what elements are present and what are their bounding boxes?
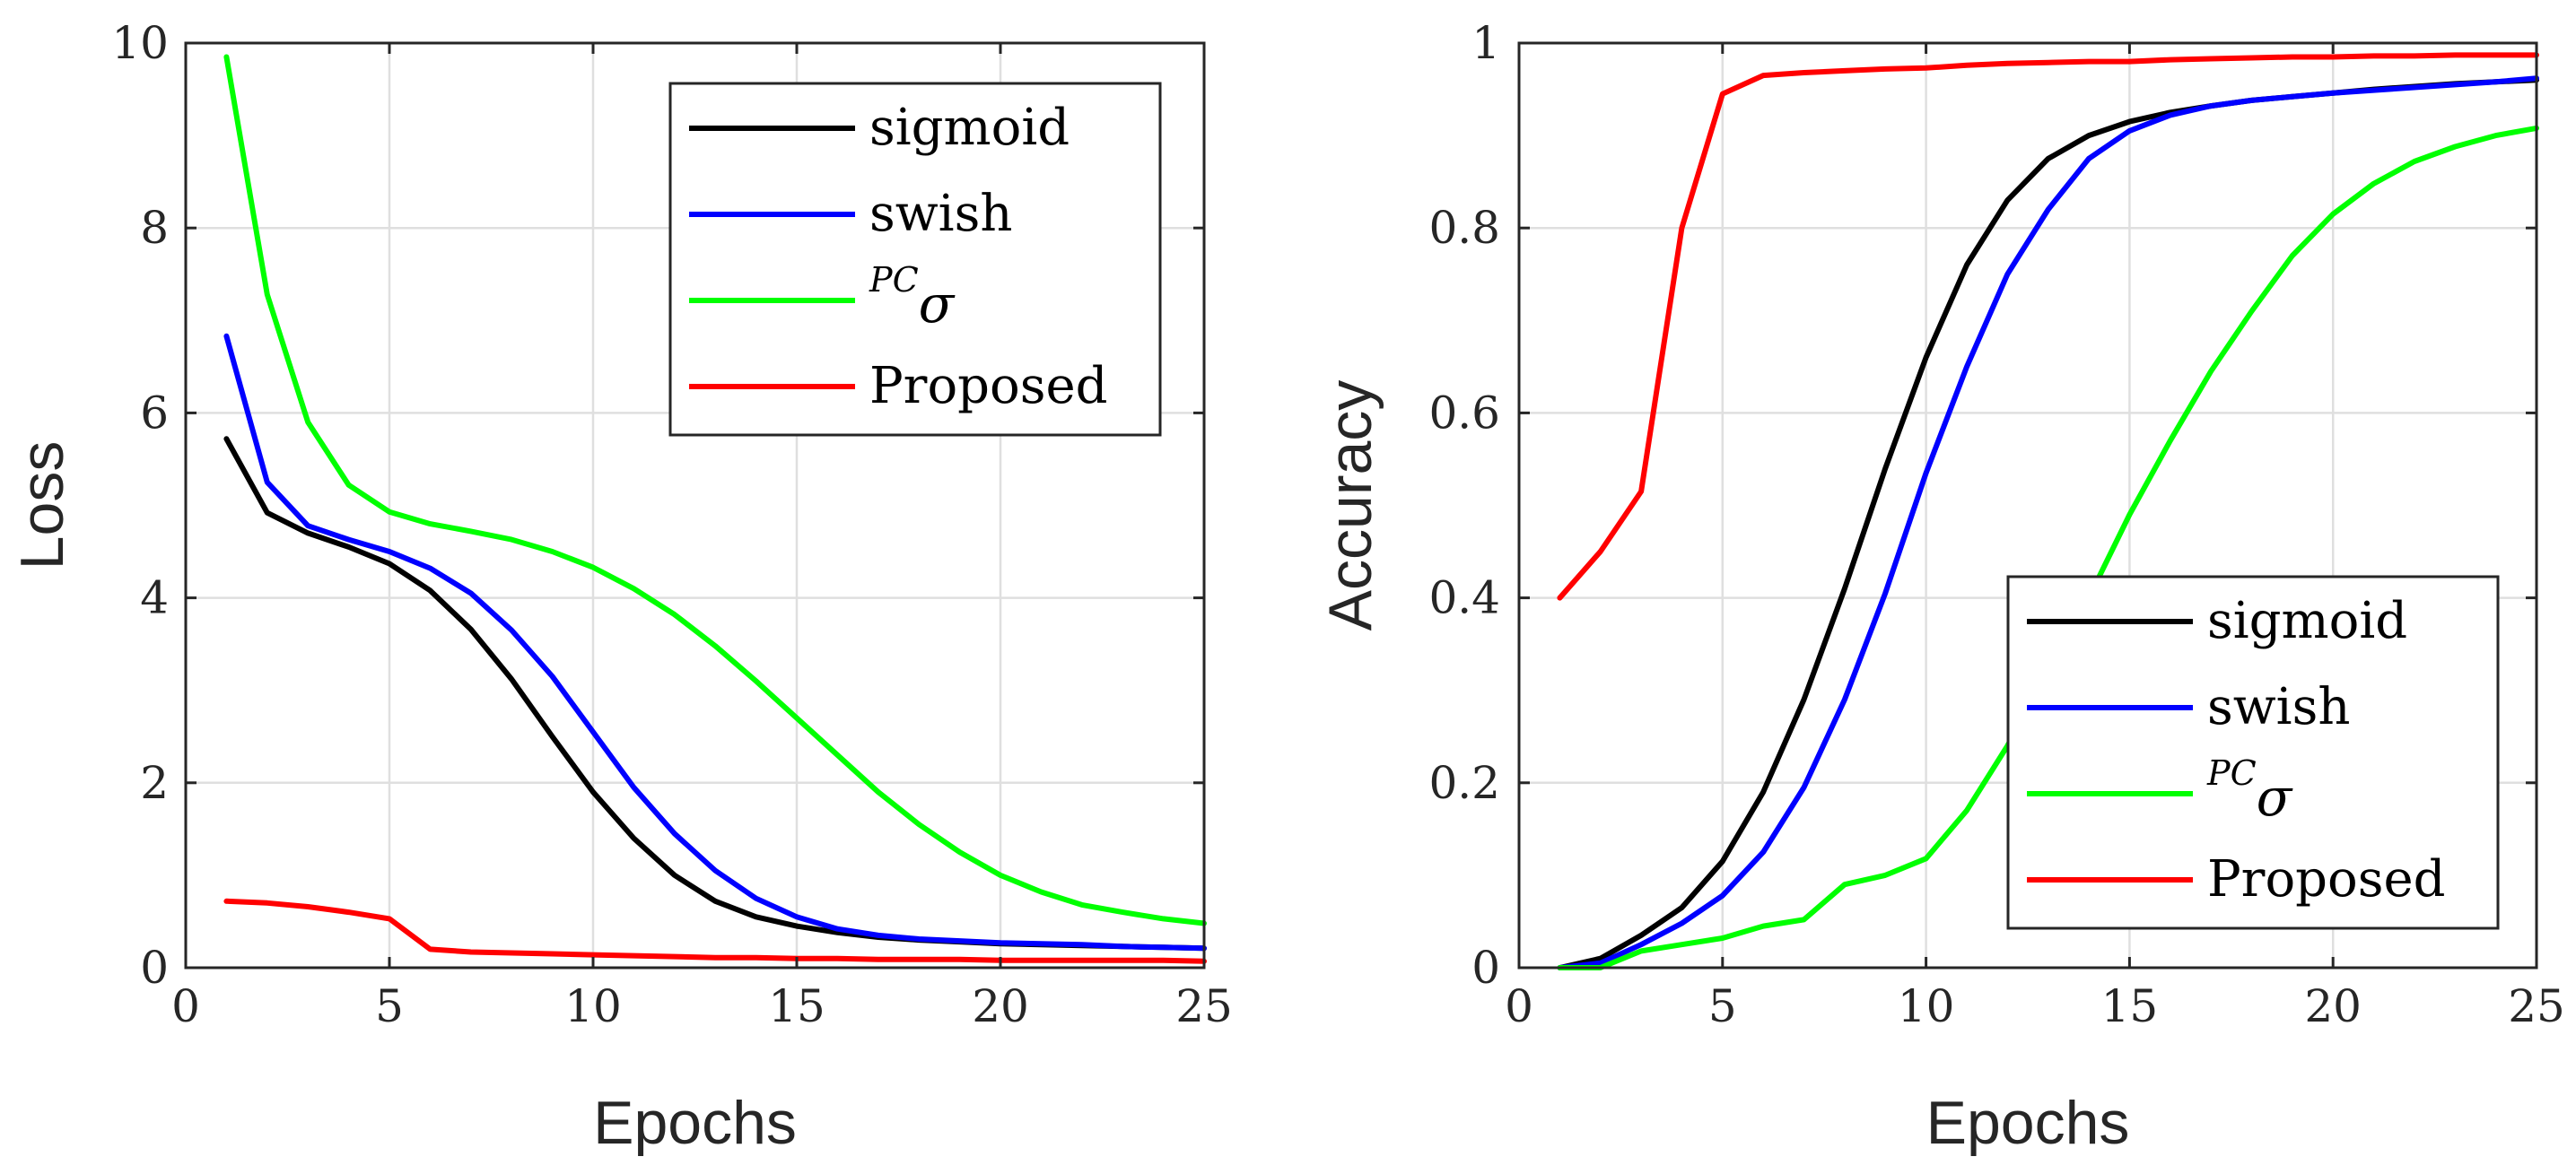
y-tick-label: 0 [1471, 942, 1500, 994]
x-tick-label: 0 [1505, 980, 1533, 1032]
x-tick-label: 25 [2508, 980, 2565, 1032]
y-tick-label: 0.4 [1428, 572, 1500, 624]
y-tick-label: 1 [1471, 17, 1500, 69]
x-tick-label: 5 [1708, 980, 1737, 1032]
y-tick-label: 0 [140, 942, 169, 994]
x-tick-label: 15 [2101, 980, 2159, 1032]
series-line-pc-σ [223, 54, 1207, 926]
legend: sigmoid swish PCσ Proposed [668, 82, 1162, 437]
legend-box [2006, 575, 2500, 930]
series-line-swish [223, 333, 1207, 952]
x-tick-label: 25 [1175, 980, 1233, 1032]
y-tick-label: 0.2 [1428, 757, 1500, 809]
series-line-proposed [1557, 52, 2539, 601]
y-axis-label: Accuracy [1316, 380, 1384, 631]
legend-label: Proposed [2207, 850, 2445, 909]
series-line-proposed [223, 898, 1207, 964]
x-tick-label: 20 [972, 980, 1029, 1032]
x-tick-label: 20 [2304, 980, 2362, 1032]
legend-label: PCσ [869, 260, 956, 335]
x-tick-label: 5 [375, 980, 404, 1032]
y-tick-label: 6 [140, 387, 169, 439]
y-tick-label: 4 [140, 572, 169, 624]
y-tick-label: 0.8 [1428, 202, 1500, 254]
y-tick-label: 0.6 [1428, 387, 1500, 439]
legend-label: sigmoid [869, 99, 1070, 157]
legend-label: swish [869, 185, 1012, 243]
series-line-swish [1557, 75, 2539, 970]
axes-box [184, 41, 1206, 970]
legend-label: sigmoid [2207, 592, 2407, 650]
legend-box [668, 82, 1162, 437]
x-tick-label: 0 [171, 980, 200, 1032]
y-tick-label: 8 [140, 202, 169, 254]
axes-box [1517, 41, 2538, 970]
chart-panel-2: 0 5 10 15 20 25 0 0.2 0.4 0.6 0.8 1 Epochs Accuracy si… [1316, 17, 2565, 1157]
x-tick-label: 10 [564, 980, 622, 1032]
legend: sigmoid swish PCσ Proposed [2006, 575, 2500, 930]
y-axis-label: Loss [8, 441, 76, 570]
x-axis-label: Epochs [593, 1089, 797, 1157]
legend-label: Proposed [869, 357, 1107, 415]
y-tick-label: 2 [140, 757, 169, 809]
y-tick-label: 10 [111, 17, 169, 69]
x-tick-label: 10 [1898, 980, 1955, 1032]
legend-label: swish [2207, 678, 2350, 736]
chart-panel-1: 0 5 10 15 20 25 0 2 4 6 8 10 Epochs Loss sigmoid swish P… [8, 17, 1233, 1157]
x-tick-label: 15 [768, 980, 825, 1032]
x-axis-label: Epochs [1926, 1089, 2130, 1157]
legend-label: PCσ [2206, 753, 2293, 828]
